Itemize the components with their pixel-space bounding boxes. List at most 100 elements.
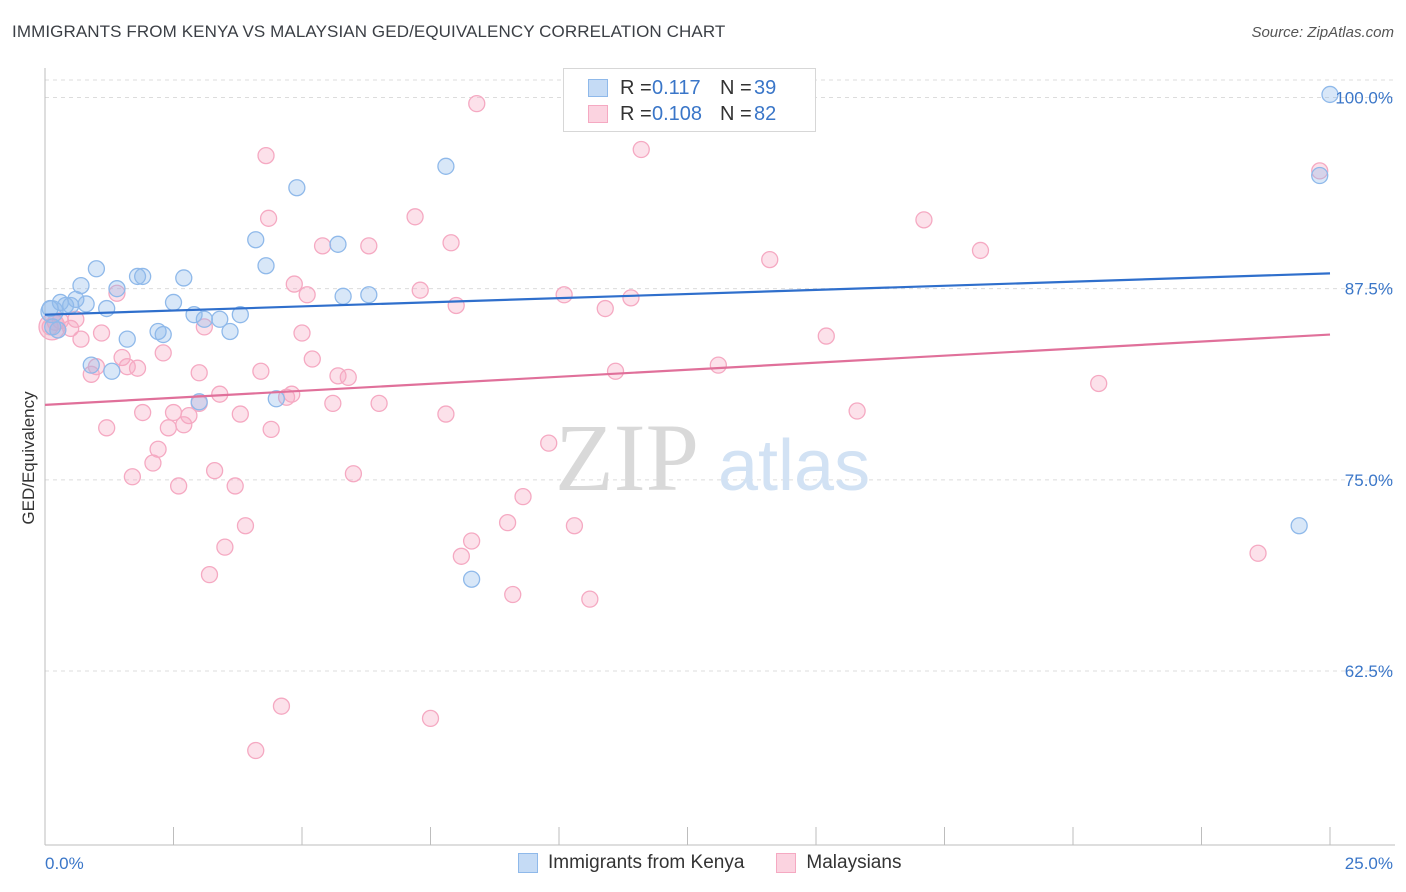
kenya-point (67, 290, 85, 309)
kenya-point (118, 330, 136, 348)
malaysians-point (848, 402, 866, 420)
legend-swatch-kenya (588, 79, 608, 97)
kenya-point (77, 295, 95, 313)
kenya-point (87, 260, 106, 278)
malaysians-point (540, 434, 558, 452)
kenya-point (195, 310, 213, 328)
malaysians-point (421, 709, 440, 728)
malaysians-point (149, 440, 167, 458)
malaysians-point (971, 241, 990, 260)
malaysians-point (247, 741, 265, 760)
trend-lines (44, 272, 1331, 406)
malaysians-point (252, 362, 270, 380)
kenya-point (134, 267, 152, 286)
malaysians-point (236, 517, 255, 535)
malaysians-point (180, 406, 198, 425)
malaysians-point (817, 327, 835, 345)
malaysians-point (565, 517, 584, 535)
kenya-point (108, 280, 126, 298)
malaysians-point (622, 289, 640, 307)
malaysians-point (1249, 544, 1267, 562)
malaysians-point (504, 585, 522, 604)
kenya-point (98, 299, 116, 318)
legend-n-label: N = (720, 76, 752, 99)
legend-row-kenya: R = 0.117 N = 39 (588, 75, 776, 101)
malaysians-point (98, 419, 116, 437)
kenya-point (267, 390, 285, 408)
kenya-point (288, 179, 306, 197)
legend-item-malaysians[interactable]: Malaysians (776, 852, 901, 874)
legend-label-malaysians: Malaysians (806, 852, 902, 873)
kenya-point (128, 267, 147, 286)
malaysians-point (226, 477, 244, 495)
grid-lines (45, 79, 1395, 672)
legend-row-malaysians: R = 0.108 N = 82 (588, 101, 776, 127)
correlation-legend: R = 0.117 N = 39 R = 0.108 N = 82 (563, 68, 816, 132)
legend-n-value: 82 (754, 102, 777, 125)
legend-item-kenya[interactable]: Immigrants from Kenya (518, 852, 744, 874)
malaysians-point (1311, 162, 1329, 180)
malaysians-point (406, 208, 424, 226)
chart-title: IMMIGRANTS FROM KENYA VS MALAYSIAN GED/E… (12, 22, 726, 41)
malaysians-point (411, 281, 429, 299)
y-axis-label: GED/Equivalency (19, 391, 38, 525)
kenya-point (49, 321, 67, 339)
watermark-zip: ZIP (555, 404, 699, 511)
malaysians-point (262, 420, 280, 439)
watermark: ZIP atlas (555, 404, 870, 511)
malaysians-point (293, 324, 311, 342)
kenya-point (221, 322, 239, 341)
malaysians-point (283, 385, 301, 403)
malaysians-point (632, 140, 650, 159)
malaysians-point (62, 319, 80, 338)
malaysians-point (761, 250, 779, 269)
malaysians-point (437, 405, 455, 423)
malaysians-point (128, 359, 147, 377)
kenya-point (360, 286, 378, 304)
legend-r-value: 0.108 (652, 102, 703, 125)
malaysians-point (159, 419, 178, 437)
malaysians-point (555, 286, 573, 304)
y-tick-label: 100.0% (1335, 89, 1393, 108)
malaysians-point (596, 299, 614, 318)
malaysians-point (154, 344, 172, 362)
malaysians-point (169, 477, 188, 495)
malaysians-point (447, 296, 465, 315)
legend-swatch-kenya (518, 853, 538, 873)
kenya-point (103, 362, 121, 380)
axes (44, 68, 1395, 846)
kenya-point (149, 322, 167, 341)
malaysians-point (205, 462, 224, 480)
kenya-point (437, 157, 455, 175)
malaysians-point (190, 364, 208, 382)
malaysians-point (442, 234, 460, 252)
legend-label-kenya: Immigrants from Kenya (548, 852, 745, 873)
legend-n-label: N = (720, 102, 752, 125)
malaysians-point (113, 348, 131, 367)
malaysians-point (313, 237, 332, 255)
malaysians-point (370, 394, 388, 413)
kenya-point (257, 257, 275, 275)
malaysians-point (272, 697, 291, 715)
malaysians-point (606, 362, 625, 380)
malaysians-point (72, 330, 90, 348)
kenya-point (211, 310, 229, 328)
legend-swatch-malaysians (588, 105, 608, 123)
kenya-point (329, 235, 347, 253)
y-tick-label: 87.5% (1345, 280, 1393, 299)
source-label: Source: ZipAtlas.com (1251, 24, 1394, 41)
legend-r-label: R = (620, 102, 652, 125)
kenya-point (154, 325, 172, 344)
malaysians-point (175, 416, 193, 434)
tick-labels: 100.0% 87.5% 75.0% 62.5% 0.0% 25.0% (45, 89, 1393, 874)
kenya-point (164, 293, 183, 312)
kenya-point (462, 570, 481, 588)
legend-r-label: R = (620, 76, 652, 99)
kenya-point (247, 231, 265, 249)
malaysians-point (134, 403, 152, 422)
kenya-point (82, 356, 100, 374)
malaysians-point (915, 211, 933, 229)
malaysians-point (360, 237, 378, 255)
malaysians-point (468, 94, 486, 113)
